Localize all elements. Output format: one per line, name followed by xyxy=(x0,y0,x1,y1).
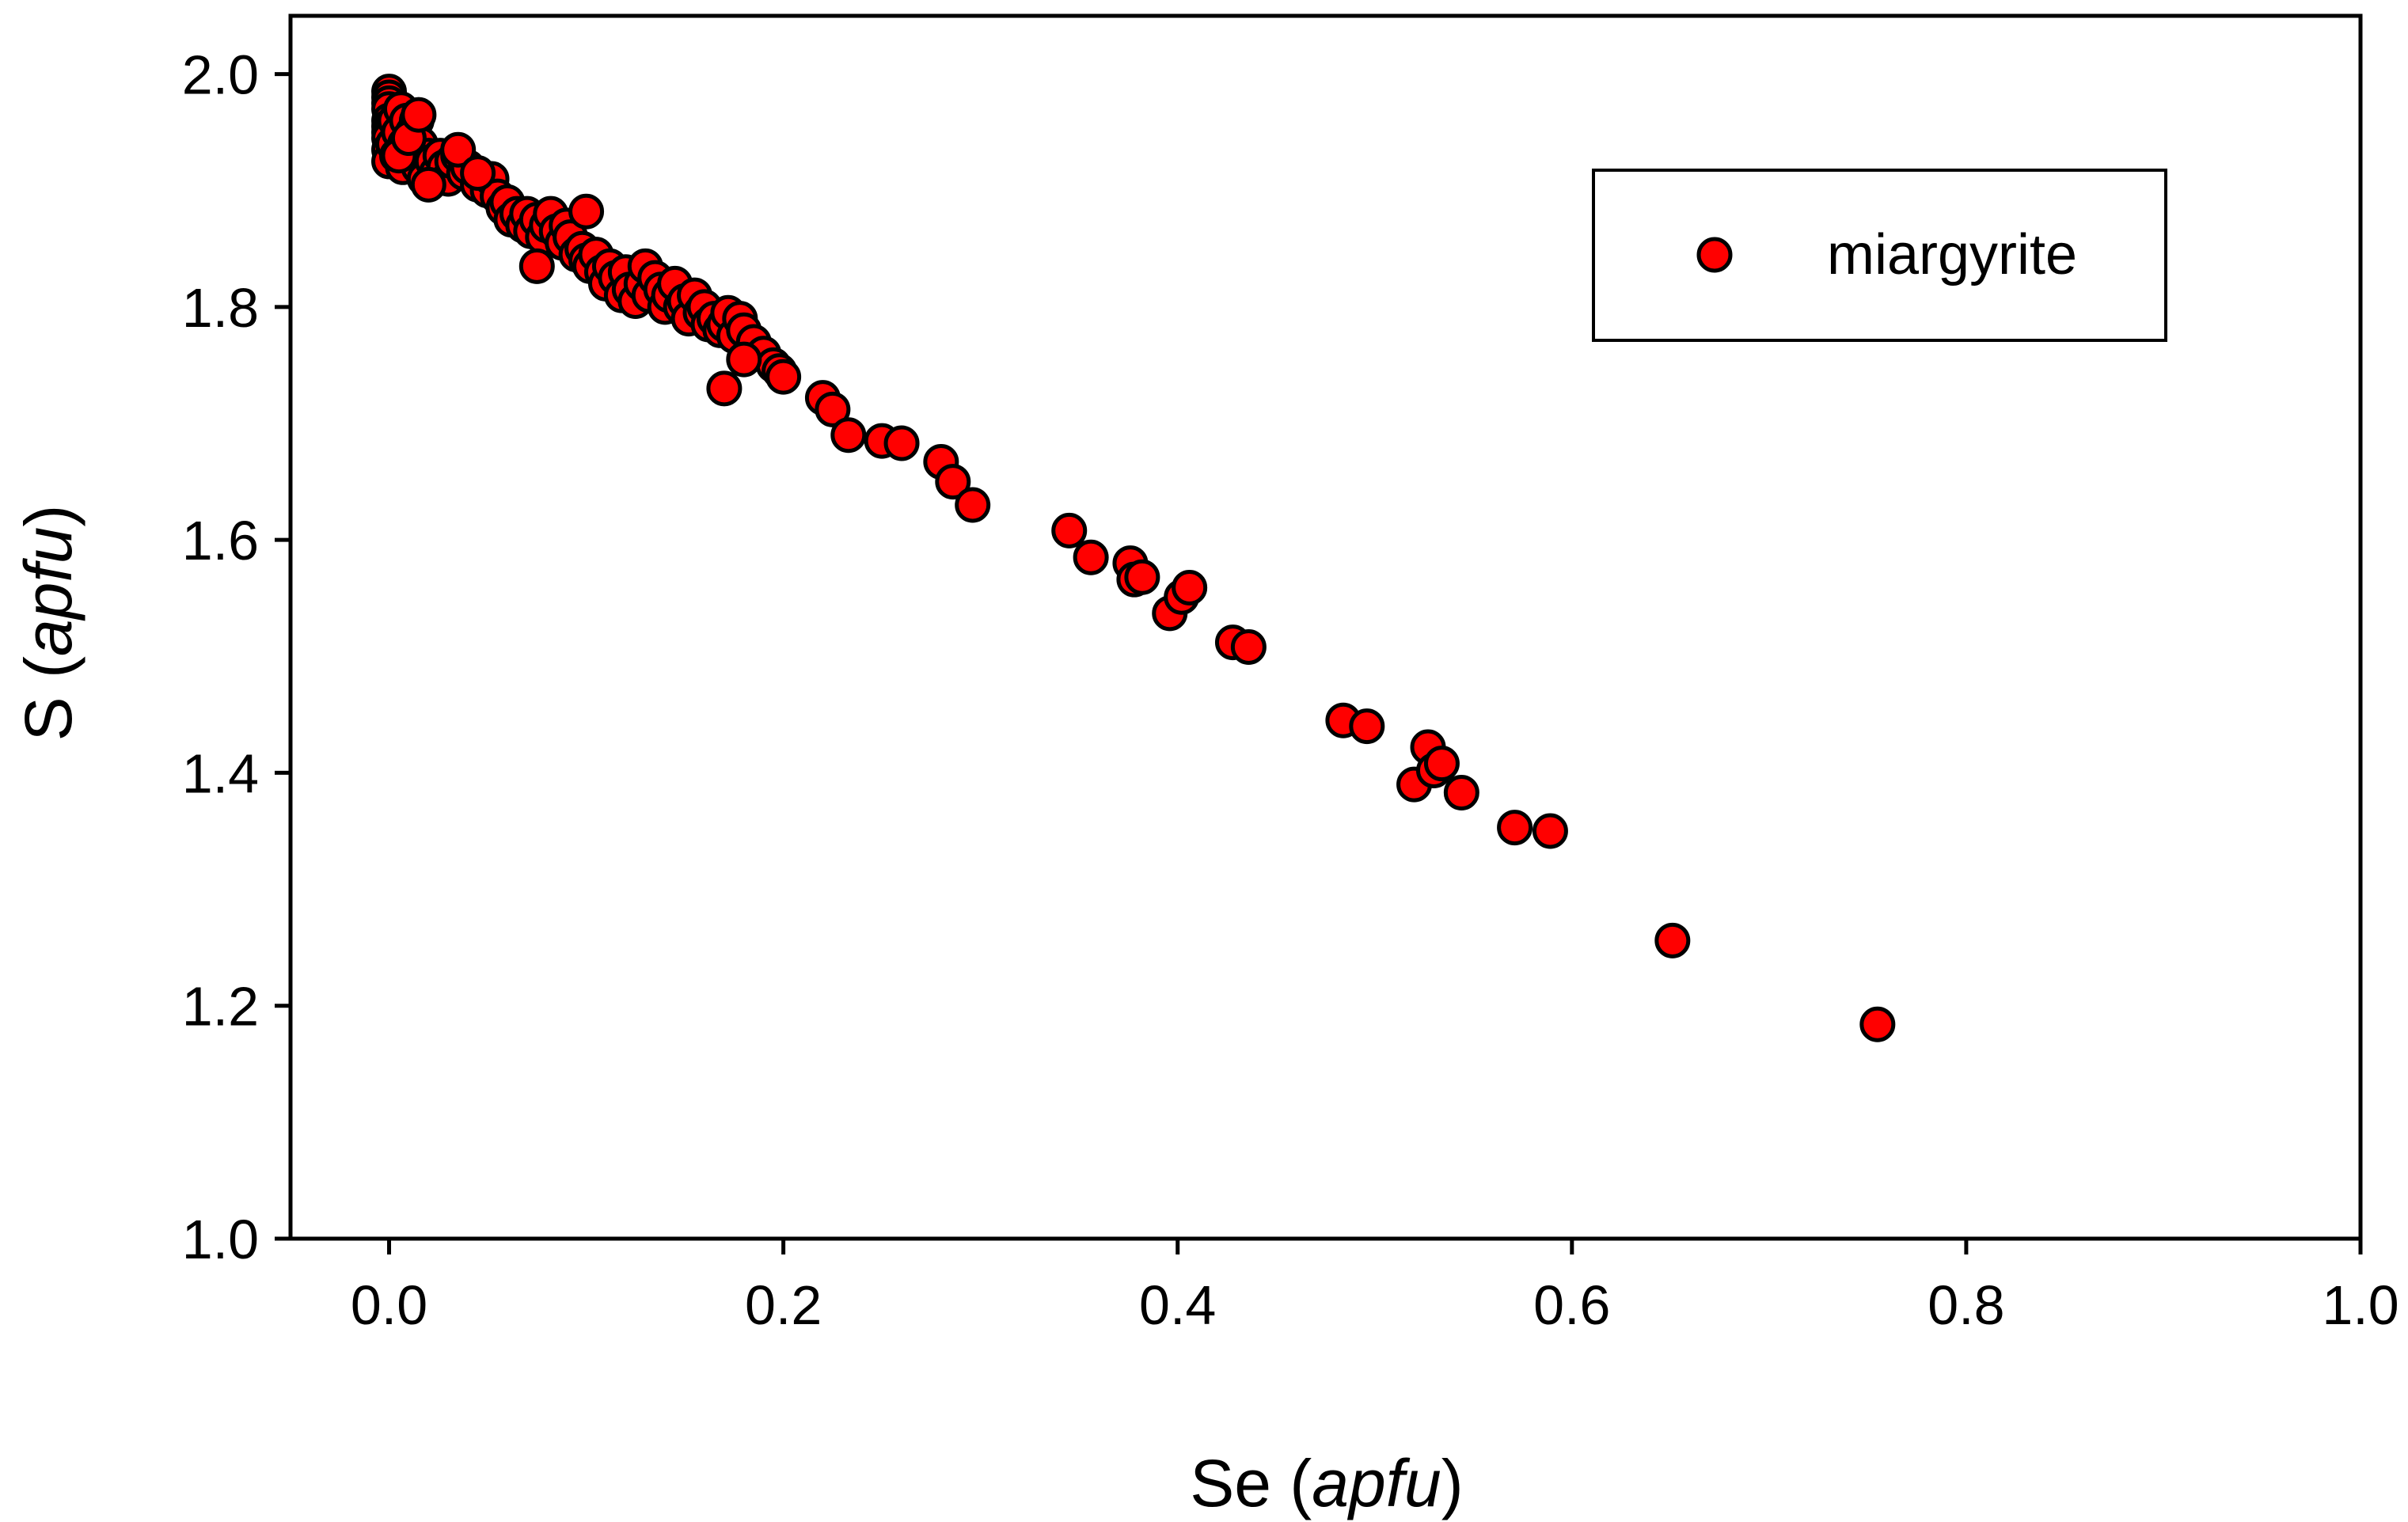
data-point xyxy=(1230,629,1267,666)
x-tick-label: 1.0 xyxy=(2322,1274,2399,1336)
legend: miargyrite xyxy=(1592,169,2167,342)
data-point xyxy=(518,248,555,284)
data-point xyxy=(440,131,477,168)
y-axis-ticks: 1.0 1.2 1.4 1.6 1.8 2.0 xyxy=(182,44,291,1270)
legend-box xyxy=(1592,169,2167,342)
y-tick-label: 1.6 xyxy=(182,510,259,571)
y-tick-label: 1.4 xyxy=(182,742,259,804)
y-tick-label: 1.2 xyxy=(182,976,259,1038)
y-tick-label: 1.8 xyxy=(182,277,259,339)
data-point xyxy=(830,417,867,454)
y-axis-title: S (apfu) xyxy=(11,505,85,742)
legend-label: miargyrite xyxy=(1827,223,2077,287)
data-point xyxy=(815,391,851,427)
data-point xyxy=(1423,746,1460,782)
data-point xyxy=(726,341,762,378)
data-point xyxy=(401,97,437,133)
y-tick-label: 2.0 xyxy=(182,44,259,106)
data-point xyxy=(1859,1006,1896,1042)
data-point xyxy=(1532,813,1568,849)
data-points xyxy=(371,74,1896,1042)
y-axis-title-end: ) xyxy=(11,505,85,527)
data-point xyxy=(1654,922,1691,958)
y-tick-label: 1.0 xyxy=(182,1209,259,1270)
plot-frame xyxy=(288,13,2363,1241)
x-axis-ticks: 0.0 0.2 0.4 0.6 0.8 1.0 xyxy=(351,1239,2399,1336)
x-tick-label: 0.8 xyxy=(1928,1274,2004,1336)
data-point xyxy=(955,487,991,523)
x-axis-title: Se (apfu) xyxy=(1190,1446,1464,1520)
x-axis-title-end: ) xyxy=(1441,1446,1464,1520)
data-point xyxy=(883,425,920,461)
data-point xyxy=(765,359,802,395)
data-point xyxy=(1124,559,1160,595)
data-point xyxy=(568,193,605,230)
x-tick-label: 0.4 xyxy=(1139,1274,1216,1336)
x-tick-label: 0.0 xyxy=(351,1274,427,1336)
data-point xyxy=(1051,512,1088,548)
data-point xyxy=(1443,774,1479,810)
data-point xyxy=(1073,539,1109,575)
data-point xyxy=(1349,708,1385,745)
y-axis-title-main: S ( xyxy=(11,656,85,741)
data-point xyxy=(1172,569,1208,605)
y-axis-title-italic: apfu xyxy=(11,527,85,657)
x-tick-label: 0.6 xyxy=(1533,1274,1610,1336)
x-axis-title-main: Se ( xyxy=(1190,1446,1312,1520)
data-point xyxy=(706,370,743,407)
x-axis-title-italic: apfu xyxy=(1312,1446,1441,1520)
legend-marker xyxy=(1696,237,1733,273)
data-point xyxy=(935,464,971,500)
data-point xyxy=(460,155,496,192)
x-tick-label: 0.2 xyxy=(745,1274,822,1336)
data-point xyxy=(410,166,446,203)
data-point xyxy=(1497,810,1533,846)
